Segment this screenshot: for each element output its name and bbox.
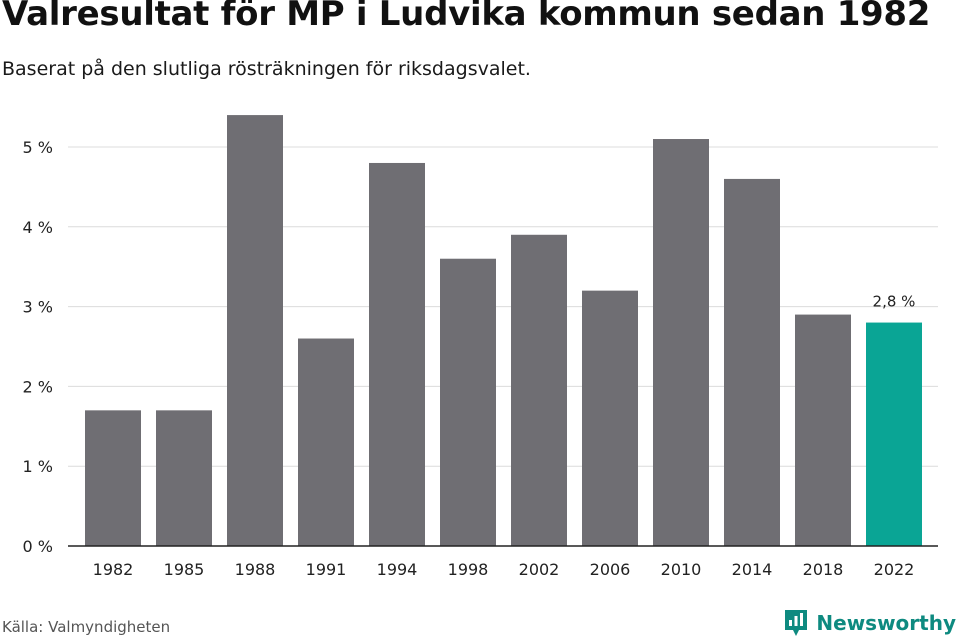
- bar: [582, 290, 638, 546]
- x-tick-label: 1985: [164, 560, 205, 579]
- data-label: 2,8 %: [873, 293, 916, 311]
- bar: [85, 410, 141, 546]
- brand-name: Newsworthy: [816, 611, 956, 635]
- x-tick-label: 2014: [732, 560, 773, 579]
- bar: [511, 234, 567, 546]
- y-tick-label: 0 %: [23, 537, 53, 556]
- newsworthy-logo-icon: [785, 610, 808, 636]
- x-tick-label: 2002: [519, 560, 560, 579]
- bar: [156, 410, 212, 546]
- bar: [795, 314, 851, 546]
- brand-logo[interactable]: Newsworthy: [783, 608, 956, 638]
- chart-subtitle: Baserat på den slutliga rösträkningen fö…: [2, 58, 531, 80]
- source-note: Källa: Valmyndigheten: [2, 618, 171, 636]
- bar: [369, 162, 425, 546]
- bar: [440, 258, 496, 546]
- x-tick-label: 2022: [874, 560, 915, 579]
- y-tick-label: 5 %: [23, 138, 53, 157]
- y-tick-label: 3 %: [23, 298, 53, 317]
- bar: [724, 178, 780, 547]
- bar: [298, 338, 354, 546]
- x-tick-label: 1982: [93, 560, 134, 579]
- bar-chart: 0 % 1 % 2 % 3 % 4 % 5 % 1982 1985 1988 1991 1994 19…: [23, 115, 938, 579]
- x-tick-label: 2010: [661, 560, 702, 579]
- x-tick-label: 1991: [306, 560, 347, 579]
- bar: [227, 115, 283, 546]
- x-tick-label: 1998: [448, 560, 489, 579]
- x-tick-label: 2018: [803, 560, 844, 579]
- x-tick-label: 1988: [235, 560, 276, 579]
- x-tick-label: 1994: [377, 560, 418, 579]
- bar: [866, 322, 922, 546]
- x-tick-label: 2006: [590, 560, 631, 579]
- bar: [653, 139, 709, 546]
- y-tick-label: 1 %: [23, 457, 53, 476]
- chart-title: Valresultat för MP i Ludvika kommun seda…: [2, 0, 931, 34]
- y-tick-label: 2 %: [23, 377, 53, 396]
- y-tick-label: 4 %: [23, 218, 53, 237]
